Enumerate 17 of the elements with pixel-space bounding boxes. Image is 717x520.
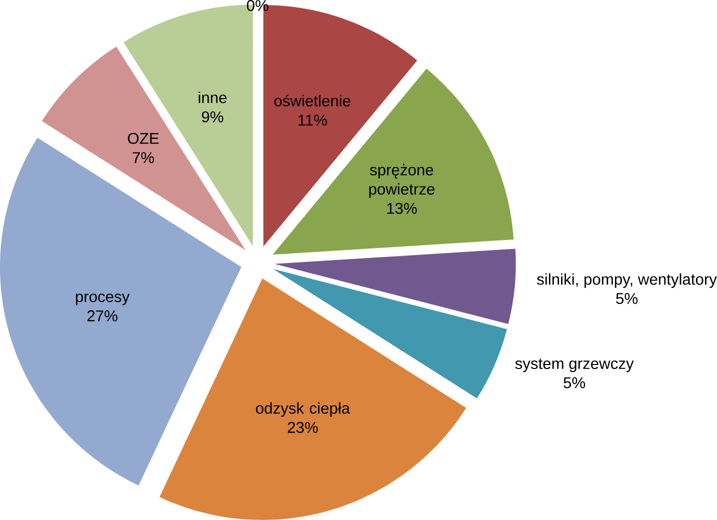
- slice-label: inne: [198, 92, 227, 104]
- slice-label: system grzewczy: [515, 358, 634, 372]
- slice-label: odzysk ciepła: [256, 402, 350, 417]
- data-label: 13%: [387, 202, 417, 214]
- data-label: 5%: [616, 293, 638, 304]
- data-label: 5%: [564, 377, 586, 388]
- slice-label: silniki, pompy, wentylatory: [537, 273, 717, 288]
- data-label: 27%: [87, 310, 118, 322]
- data-label: 11%: [298, 114, 327, 126]
- slice-label: procesy: [76, 294, 130, 306]
- slice-label: OZE: [128, 132, 159, 144]
- data-label: 7%: [132, 152, 154, 164]
- data-label: 9%: [202, 111, 224, 122]
- text: 0%: [246, 0, 268, 12]
- data-label: 23%: [288, 422, 318, 434]
- slice-label: sprężone powietrze: [369, 164, 434, 198]
- slice-label: oświetlenie: [274, 94, 350, 106]
